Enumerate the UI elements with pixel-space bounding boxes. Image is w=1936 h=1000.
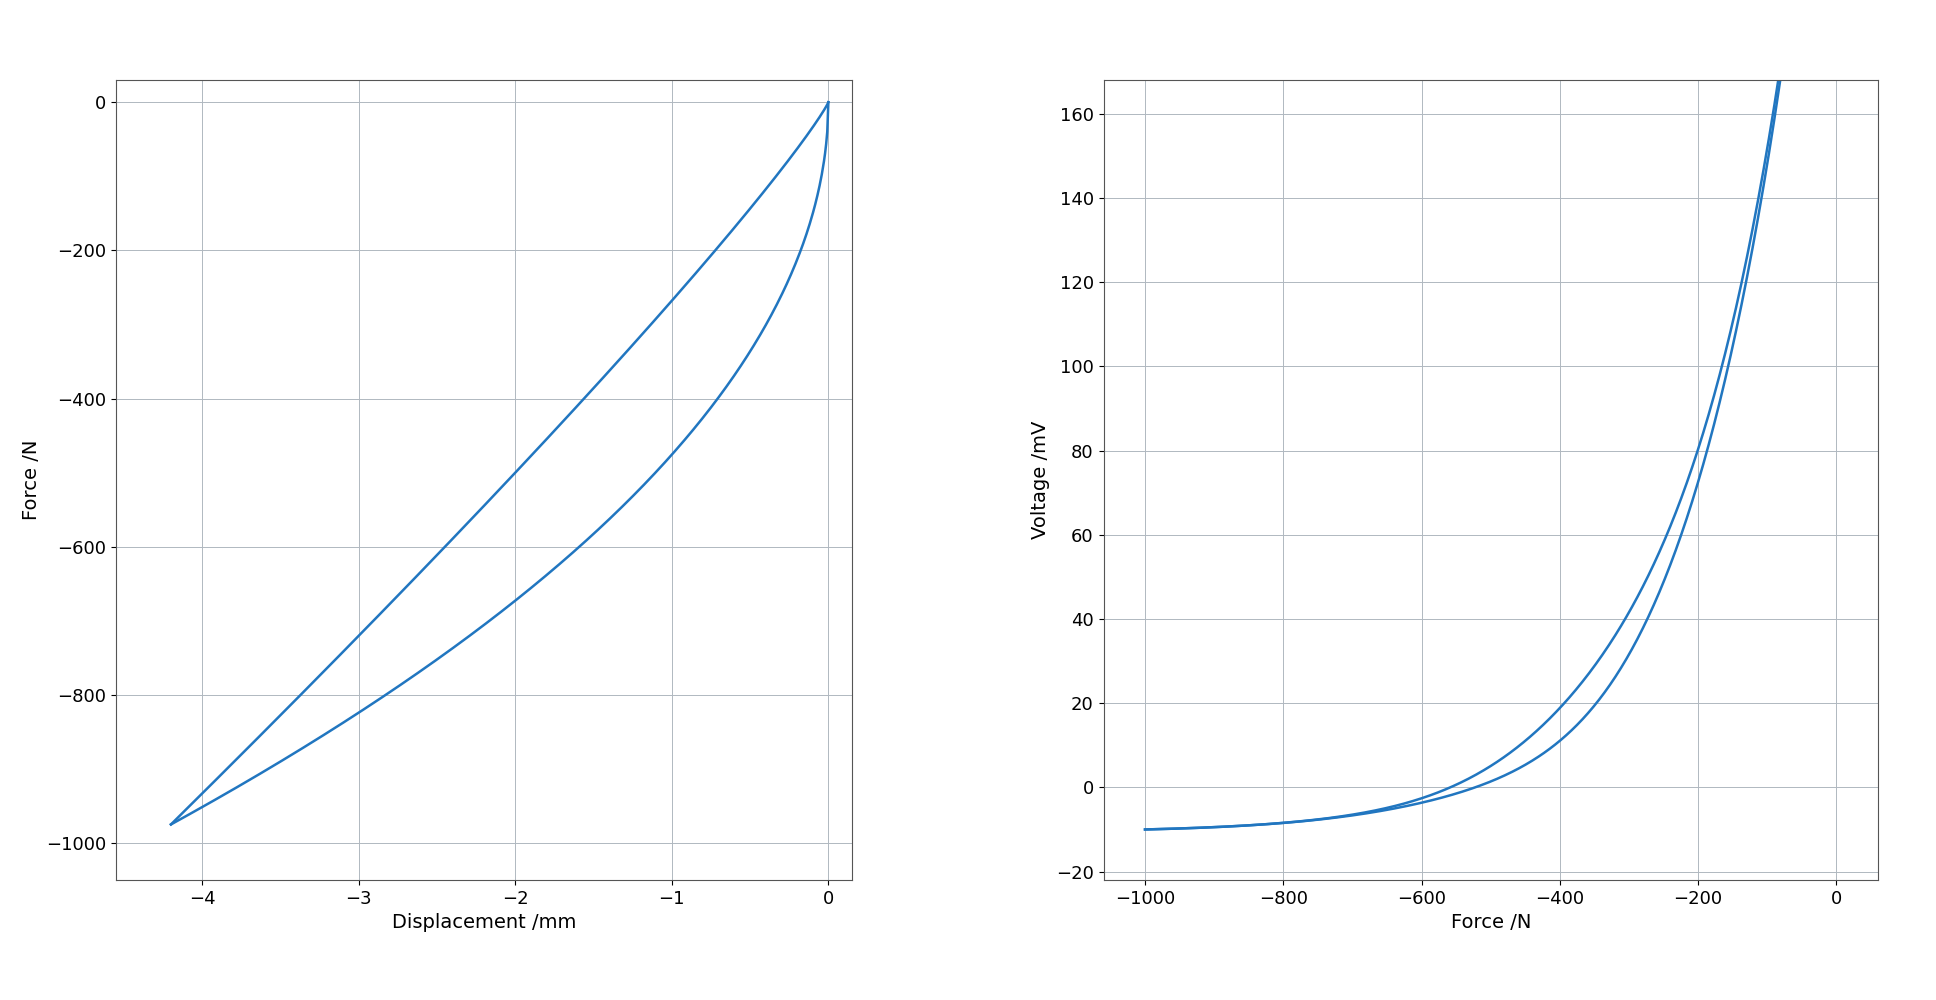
- Y-axis label: Force /N: Force /N: [21, 440, 41, 520]
- Y-axis label: Voltage /mV: Voltage /mV: [1032, 421, 1051, 539]
- X-axis label: Displacement /mm: Displacement /mm: [391, 913, 577, 932]
- X-axis label: Force /N: Force /N: [1450, 913, 1531, 932]
